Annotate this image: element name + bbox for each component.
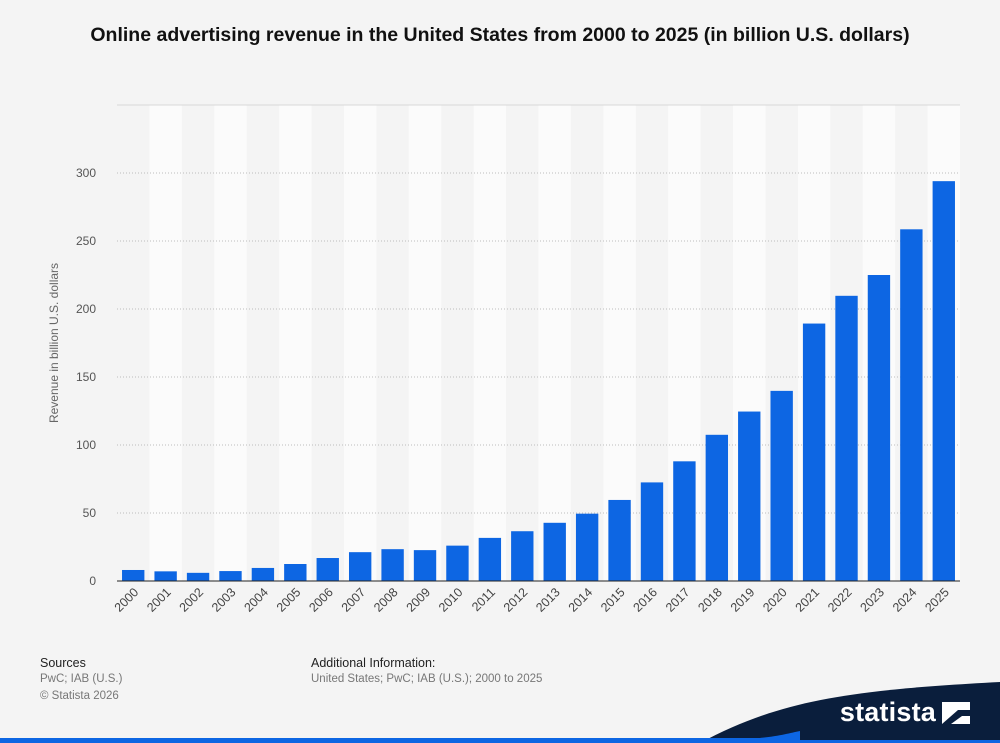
bar-2007: [348, 552, 372, 581]
statista-wordmark: statista: [839, 697, 936, 727]
y-tick-label: 300: [76, 166, 96, 180]
bar-2011: [478, 537, 502, 581]
bar-2012: [511, 531, 534, 581]
bar-2020: [770, 390, 793, 581]
sources-text: PwC; IAB (U.S.): [40, 673, 123, 685]
bar-2005: [284, 564, 307, 581]
y-tick-label: 250: [76, 234, 96, 248]
copyright-text: © Statista 2026: [40, 690, 119, 702]
column-band: [408, 105, 442, 581]
bar-2024: [900, 229, 923, 581]
bar-2019: [738, 411, 761, 581]
statista-flag-icon: [942, 701, 970, 724]
bar-2017: [673, 461, 696, 581]
column-band: [149, 105, 182, 581]
bar-2003: [219, 571, 242, 581]
bar-2013: [543, 522, 566, 581]
bar-series: [122, 181, 955, 581]
column-band: [214, 105, 247, 581]
additional-info-text: United States; PwC; IAB (U.S.); 2000 to …: [311, 673, 543, 685]
bar-2008: [381, 549, 404, 581]
y-tick-label: 100: [76, 438, 96, 452]
bar-2014: [575, 513, 599, 581]
y-tick-label: 150: [76, 370, 96, 384]
bar-2006: [316, 558, 339, 581]
y-tick-label: 50: [83, 506, 97, 520]
y-tick-label: 200: [76, 302, 96, 316]
bar-2000: [122, 569, 145, 581]
bar-2018: [705, 434, 729, 581]
bar-2004: [251, 567, 275, 581]
bar-2010: [446, 545, 469, 581]
bar-2021: [802, 323, 826, 581]
y-tick-label: 0: [89, 574, 96, 588]
y-axis-label: Revenue in billion U.S. dollars: [47, 263, 61, 423]
bar-2023: [867, 275, 891, 581]
bar-2001: [154, 571, 177, 581]
y-axis-ticks: 0 50 100 150 200 250 300: [76, 166, 96, 588]
column-band: [473, 105, 507, 581]
bar-2015: [608, 499, 631, 581]
bar-2009: [413, 550, 437, 581]
column-band: [343, 105, 377, 581]
bar-2002: [186, 572, 210, 581]
statista-logo[interactable]: statista: [840, 697, 970, 728]
chart-title: Online advertising revenue in the United…: [90, 24, 910, 46]
bar-2025: [932, 181, 955, 581]
bar-2016: [640, 482, 664, 581]
column-band: [279, 105, 312, 581]
sources-heading: Sources: [40, 656, 86, 670]
bar-2022: [835, 295, 858, 581]
additional-info-heading: Additional Information:: [311, 656, 436, 670]
column-band: [538, 105, 571, 581]
